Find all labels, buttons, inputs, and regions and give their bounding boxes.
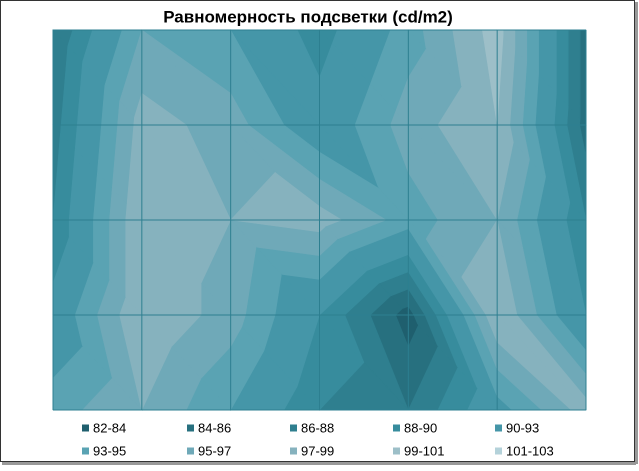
legend-label: 97-99	[301, 443, 334, 458]
legend-swatch	[495, 447, 502, 455]
legend-swatch	[393, 424, 400, 432]
contour-band	[579, 29, 587, 126]
legend-swatch	[393, 447, 400, 455]
legend-label: 82-84	[93, 420, 126, 435]
legend-swatch	[290, 424, 297, 432]
contour-band	[567, 29, 581, 120]
legend-label: 95-97	[198, 443, 231, 458]
legend-label: 90-93	[506, 420, 539, 435]
legend-swatch	[495, 424, 502, 432]
legend-swatch	[187, 447, 194, 455]
legend-swatch	[82, 447, 89, 455]
chart-title: Равномерность подсветки (cd/m2)	[163, 7, 453, 26]
legend-label: 84-86	[198, 420, 231, 435]
legend-label: 99-101	[404, 443, 444, 458]
contour-band	[556, 29, 569, 107]
legend-swatch	[187, 424, 194, 432]
plot-area	[52, 28, 587, 412]
legend-label: 88-90	[404, 420, 437, 435]
legend-label: 101-103	[506, 443, 554, 458]
legend: 82-84 84-86 86-88 88-90 90-93 93-95 95-97 97-99…	[82, 420, 554, 458]
legend-swatch	[290, 447, 297, 455]
legend-label: 93-95	[93, 443, 126, 458]
legend-label: 86-88	[301, 420, 334, 435]
legend-swatch	[82, 424, 89, 432]
